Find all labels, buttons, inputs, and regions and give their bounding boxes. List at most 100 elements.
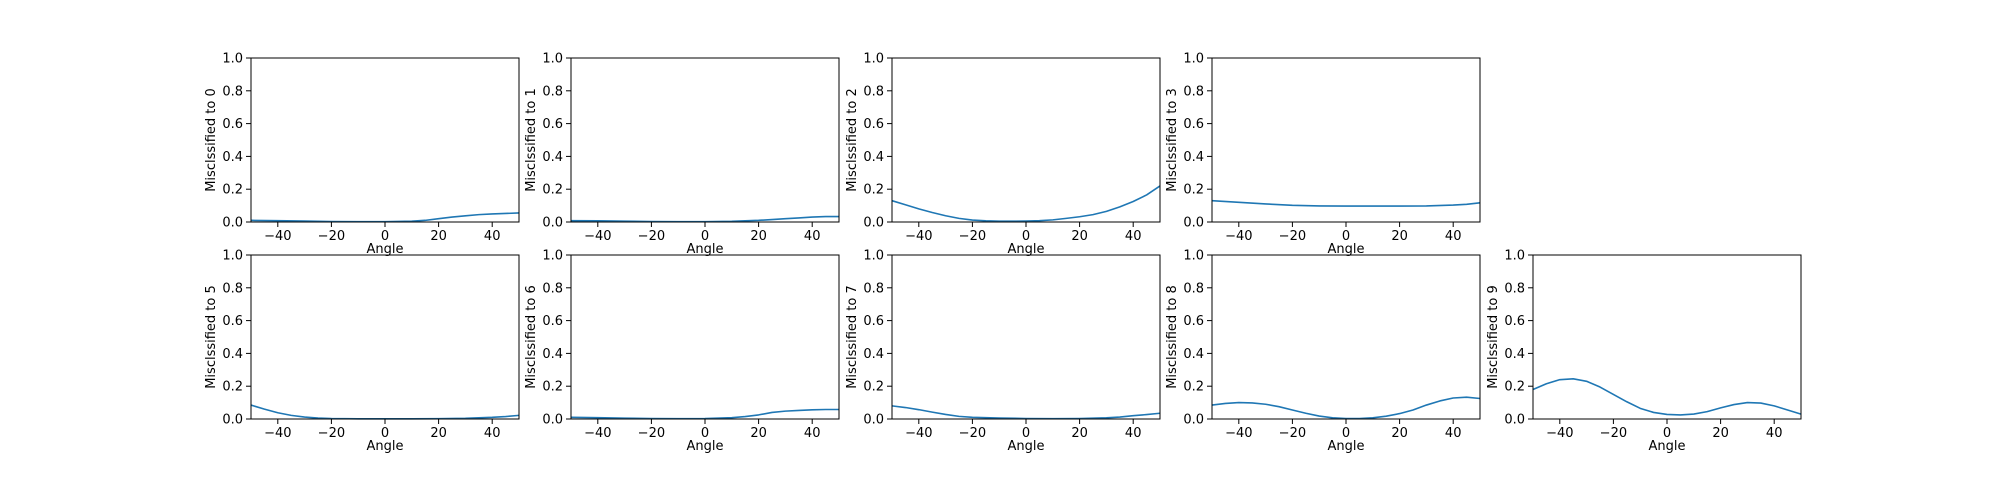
axes-frame (250, 254, 520, 420)
y-tick-label: 0.4 (1504, 347, 1525, 362)
x-tick-label: 0 (381, 229, 389, 244)
subplot-misclassified-to-0: −40 −20 0 20 40 0.0 0.2 0.4 0.6 0.8 1.0 Angle Miscls… (204, 52, 520, 257)
y-tick-label: 0.8 (542, 281, 563, 296)
x-axis-label: Angle (367, 439, 404, 454)
x-tick-label: 20 (1712, 426, 1729, 441)
x-tick-label: −40 (1546, 426, 1573, 441)
y-tick-label: 0.6 (863, 117, 884, 132)
x-tick-label: 20 (1071, 229, 1088, 244)
x-tick-label: 0 (1022, 229, 1030, 244)
axes-frame (250, 57, 520, 223)
axes-frame (1211, 57, 1481, 223)
y-tick-label: 1.0 (1183, 249, 1204, 264)
y-tick-label: 0.6 (1504, 314, 1525, 329)
x-tick-label: −40 (1225, 229, 1252, 244)
x-tick-label: 20 (1391, 229, 1408, 244)
subplot-misclassified-to-8: −40 −20 0 20 40 0.0 0.2 0.4 0.6 0.8 1.0 Angle Miscls… (1165, 249, 1481, 454)
y-tick-label: 0.6 (1183, 117, 1204, 132)
x-tick-label: −40 (905, 229, 932, 244)
subplot-misclassified-to-9: −40 −20 0 20 40 0.0 0.2 0.4 0.6 0.8 1.0 Angle Miscls… (1486, 249, 1802, 454)
y-tick-label: 0.0 (542, 413, 563, 428)
y-axis-label: Misclssified to 5 (204, 285, 219, 389)
y-tick-label: 0.0 (1504, 413, 1525, 428)
y-tick-label: 0.8 (863, 84, 884, 99)
axes-frame (1532, 254, 1802, 420)
y-tick-label: 0.2 (1183, 380, 1204, 395)
y-tick-label: 1.0 (222, 249, 243, 264)
x-axis-label: Angle (367, 242, 404, 257)
subplot-misclassified-to-5: −40 −20 0 20 40 0.0 0.2 0.4 0.6 0.8 1.0 Angle Miscls… (204, 249, 520, 454)
y-tick-label: 1.0 (863, 249, 884, 264)
x-tick-label: −20 (638, 229, 665, 244)
x-tick-label: 0 (701, 229, 709, 244)
y-tick-label: 0.8 (1183, 281, 1204, 296)
y-tick-label: 0.2 (863, 380, 884, 395)
x-tick-label: 40 (1445, 229, 1462, 244)
y-tick-label: 0.6 (863, 314, 884, 329)
x-tick-label: 0 (1342, 426, 1350, 441)
axes-frame (1211, 254, 1481, 420)
y-axis-label: Misclssified to 6 (524, 285, 539, 389)
y-tick-label: 0.2 (1504, 380, 1525, 395)
y-tick-label: 0.8 (222, 281, 243, 296)
x-tick-label: 40 (804, 229, 821, 244)
y-tick-label: 0.4 (863, 347, 884, 362)
y-axis-label: Misclssified to 2 (845, 88, 860, 192)
x-tick-label: −20 (638, 426, 665, 441)
series-line (250, 212, 520, 223)
x-tick-label: 40 (1125, 229, 1142, 244)
series-line (1211, 199, 1481, 207)
series-line (891, 405, 1161, 420)
x-tick-label: 0 (1342, 229, 1350, 244)
subplot-misclassified-to-3: −40 −20 0 20 40 0.0 0.2 0.4 0.6 0.8 1.0 Angle Miscls… (1165, 52, 1481, 257)
y-tick-label: 0.2 (542, 183, 563, 198)
y-tick-label: 0.2 (863, 183, 884, 198)
x-tick-label: 20 (750, 426, 767, 441)
x-tick-label: −20 (959, 229, 986, 244)
series-line (250, 404, 520, 420)
y-tick-label: 0.4 (222, 347, 243, 362)
y-tick-label: 0.4 (542, 150, 563, 165)
y-tick-label: 0.8 (1183, 84, 1204, 99)
series-line (570, 215, 839, 223)
y-tick-label: 0.6 (1183, 314, 1204, 329)
y-tick-label: 0.0 (222, 216, 243, 231)
x-tick-label: 0 (1663, 426, 1671, 441)
x-tick-label: 20 (750, 229, 767, 244)
y-tick-label: 0.0 (1183, 216, 1204, 231)
y-tick-label: 0.6 (542, 314, 563, 329)
x-tick-label: −40 (584, 426, 611, 441)
y-tick-label: 0.8 (542, 84, 563, 99)
y-tick-label: 0.6 (542, 117, 563, 132)
y-tick-label: 0.2 (542, 380, 563, 395)
y-tick-label: 0.4 (863, 150, 884, 165)
x-tick-label: −40 (584, 229, 611, 244)
y-tick-label: 0.8 (863, 281, 884, 296)
x-tick-label: −20 (1600, 426, 1627, 441)
x-tick-label: −40 (264, 426, 291, 441)
x-tick-label: 40 (804, 426, 821, 441)
x-tick-label: 40 (1766, 426, 1783, 441)
series-line (891, 185, 1161, 222)
x-tick-label: −20 (959, 426, 986, 441)
y-tick-label: 0.4 (1183, 347, 1204, 362)
y-tick-label: 0.0 (863, 413, 884, 428)
y-tick-label: 0.4 (542, 347, 563, 362)
subplot-misclassified-to-2: −40 −20 0 20 40 0.0 0.2 0.4 0.6 0.8 1.0 Angle Miscls… (845, 52, 1161, 257)
y-tick-label: 1.0 (863, 52, 884, 67)
y-axis-label: Misclssified to 3 (1165, 88, 1180, 192)
x-tick-label: 40 (1125, 426, 1142, 441)
x-tick-label: 0 (1022, 426, 1030, 441)
y-tick-label: 0.6 (222, 117, 243, 132)
x-axis-label: Angle (687, 242, 724, 257)
y-tick-label: 1.0 (222, 52, 243, 67)
axes-frame (570, 254, 840, 420)
axes-frame (570, 57, 840, 223)
x-axis-label: Angle (687, 439, 724, 454)
x-tick-label: 40 (484, 426, 501, 441)
axes-frame (891, 57, 1161, 223)
x-tick-label: 20 (1071, 426, 1088, 441)
x-tick-label: −40 (1225, 426, 1252, 441)
y-tick-label: 1.0 (542, 52, 563, 67)
